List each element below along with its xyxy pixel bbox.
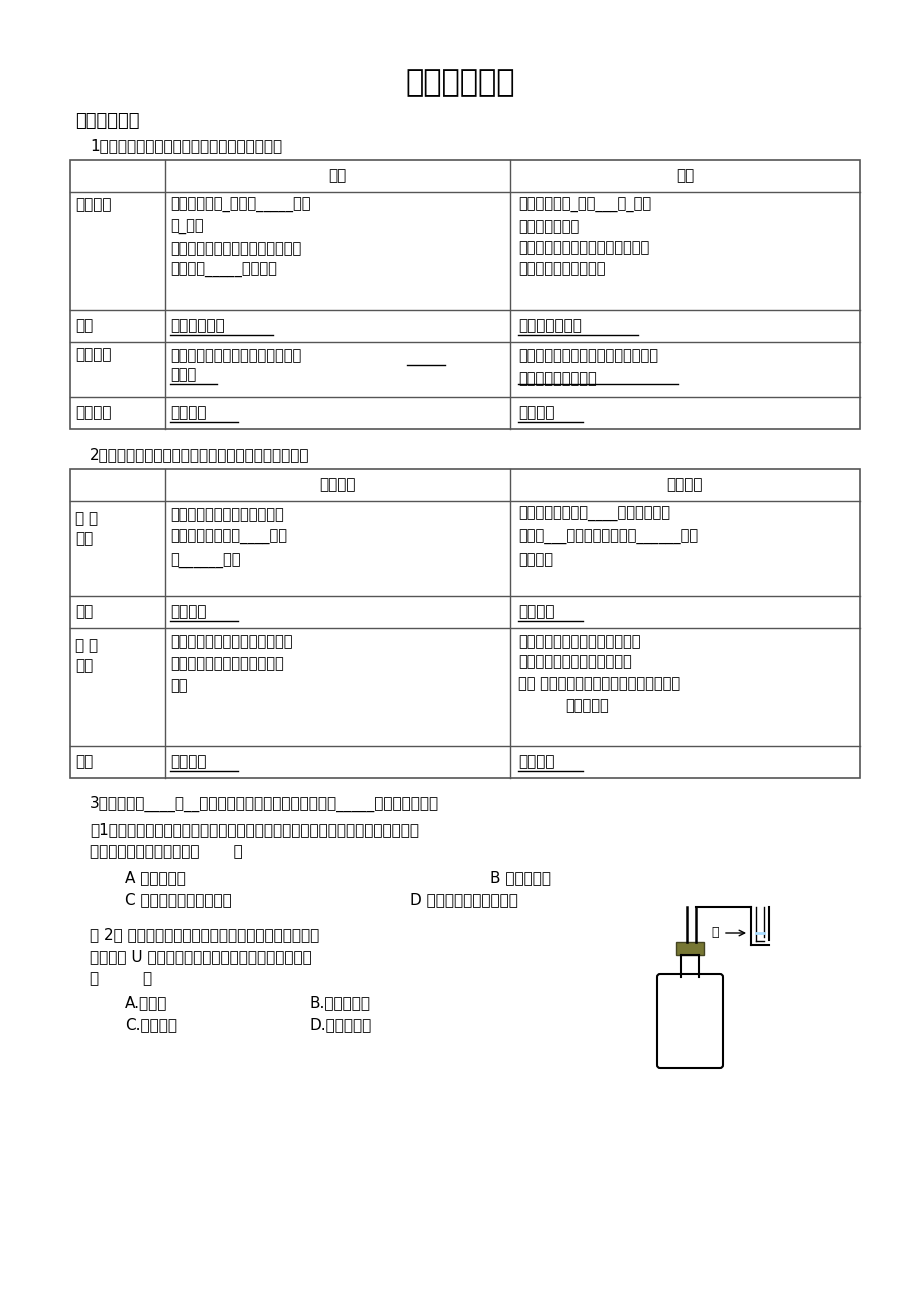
Text: 重要的化工原料，用于制肥皂、
石油、造纸、纺织、印染等工
业。: 重要的化工原料，用于制肥皂、 石油、造纸、纺织、印染等工 业。 bbox=[170, 634, 292, 694]
Text: 纯净的盐酸是_色，有_____气味
的_体。
浓盐酸易挥发出氯化氢气体，遇水
蒸气形成_____，有酸味: 纯净的盐酸是_色，有_____气味 的_体。 浓盐酸易挥发出氯化氢气体，遇水 蒸… bbox=[170, 198, 311, 279]
Text: A 质量都变小: A 质量都变小 bbox=[125, 870, 186, 885]
Text: 第五单元复习: 第五单元复习 bbox=[404, 68, 515, 98]
Text: 则两溶液的变化正确的是（       ）: 则两溶液的变化正确的是（ ） bbox=[90, 844, 243, 859]
Text: 建筑：制三和土，砌砖、抹墙。: 建筑：制三和土，砌砖、抹墙。 bbox=[517, 634, 640, 648]
Text: 工业：制氢氧化钠、漂白粉。: 工业：制氢氧化钠、漂白粉。 bbox=[517, 654, 631, 669]
Text: 密封保存: 密封保存 bbox=[517, 405, 554, 421]
Text: B.氢氧化钠固: B.氢氧化钠固 bbox=[310, 995, 370, 1010]
Text: 3、氧化钙是____色__体。溶于水，并放出大量热。可作_____剂，密封保存。: 3、氧化钙是____色__体。溶于水，并放出大量热。可作_____剂，密封保存。 bbox=[90, 796, 438, 812]
Text: 纯净的氢氧化钙是____色、粉末状的
固体，___溶于水，水溶液称______，有
腐蚀性。: 纯净的氢氧化钙是____色、粉末状的 固体，___溶于水，水溶液称______，… bbox=[517, 506, 698, 568]
Text: 主 要: 主 要 bbox=[75, 638, 98, 654]
Text: 基础知识回顾: 基础知识回顾 bbox=[75, 112, 140, 130]
Text: 例 2、 如图所示，向小试管中分别加入下列一定量的物: 例 2、 如图所示，向小试管中分别加入下列一定量的物 bbox=[90, 927, 319, 943]
Text: 水: 水 bbox=[710, 927, 719, 940]
Bar bbox=[70, 469, 859, 779]
Text: 有吸水性: 有吸水性 bbox=[170, 604, 206, 620]
Text: 主要用途: 主要用途 bbox=[75, 348, 111, 362]
Text: 保存: 保存 bbox=[75, 754, 93, 769]
Text: A.浓硫酸: A.浓硫酸 bbox=[125, 995, 167, 1010]
Text: 浓盐酸易挥发: 浓盐酸易挥发 bbox=[170, 319, 224, 333]
Text: （         ）: （ ） bbox=[90, 971, 152, 986]
Text: 1、盐酸、硫酸、的物理性质、用途及保存方法: 1、盐酸、硫酸、的物理性质、用途及保存方法 bbox=[90, 138, 282, 154]
Text: B 体积都变小: B 体积都变小 bbox=[490, 870, 550, 885]
FancyBboxPatch shape bbox=[656, 974, 722, 1068]
Text: 石硫合剂。: 石硫合剂。 bbox=[564, 698, 608, 713]
Text: 特性: 特性 bbox=[75, 319, 93, 333]
Text: 微溶于水: 微溶于水 bbox=[517, 604, 554, 620]
Text: 物理性质: 物理性质 bbox=[75, 197, 111, 212]
Text: 除锈。: 除锈。 bbox=[170, 367, 196, 381]
Text: 质，右侧 U 型管中的液面未发生明显变化，该物质是: 质，右侧 U 型管中的液面未发生明显变化，该物质是 bbox=[90, 949, 312, 963]
Bar bbox=[70, 160, 859, 428]
Text: 密封保存: 密封保存 bbox=[170, 754, 206, 769]
Text: 密封保存: 密封保存 bbox=[517, 754, 554, 769]
Text: C 溶质的质量分数都变小: C 溶质的质量分数都变小 bbox=[125, 892, 232, 907]
Text: 性质: 性质 bbox=[75, 531, 93, 546]
Text: 纯净的氢氧化钠是易潮解，有
腐蚀性，水溶液有____味，
有______感。: 纯净的氢氧化钠是易潮解，有 腐蚀性，水溶液有____味， 有______感。 bbox=[170, 506, 287, 569]
Text: 氢氧化钙: 氢氧化钙 bbox=[666, 478, 702, 492]
Text: 氢氧化钠: 氢氧化钠 bbox=[319, 478, 356, 492]
Text: 重要的化工原料，生产化肥、农药，
金属除锈，干燥剂。: 重要的化工原料，生产化肥、农药， 金属除锈，干燥剂。 bbox=[517, 348, 657, 387]
Text: 密封保存: 密封保存 bbox=[170, 405, 206, 421]
Text: 特性: 特性 bbox=[75, 604, 93, 620]
Bar bbox=[675, 943, 703, 954]
Text: 存保方法: 存保方法 bbox=[75, 405, 111, 421]
Text: D 溶质的质量分数都变大: D 溶质的质量分数都变大 bbox=[410, 892, 517, 907]
Text: 硫酸: 硫酸 bbox=[675, 168, 693, 184]
Text: 重要的化工原料，制氯化物，金属: 重要的化工原料，制氯化物，金属 bbox=[170, 348, 301, 363]
Text: 浓硫酸有吸水性: 浓硫酸有吸水性 bbox=[517, 319, 581, 333]
Text: 盐酸: 盐酸 bbox=[328, 168, 346, 184]
Text: 用途: 用途 bbox=[75, 658, 93, 673]
Text: 2、氢氧化钠、氢氧化钙的物理性质、用途及保存方法: 2、氢氧化钠、氢氧化钙的物理性质、用途及保存方法 bbox=[90, 447, 309, 462]
Text: 例1、现有浓硫酸和浓盐酸两瓶溶液，敞口放置一段时间后（假设水分未蒸发），: 例1、现有浓硫酸和浓盐酸两瓶溶液，敞口放置一段时间后（假设水分未蒸发）， bbox=[90, 822, 418, 837]
Text: 农业 改良酸性土壤，配制农药波尔多液和: 农业 改良酸性土壤，配制农药波尔多液和 bbox=[517, 676, 679, 691]
Text: 物 理: 物 理 bbox=[75, 510, 98, 526]
Text: 纯净的硫酸是_色、___、_状的
体，不易挥发。
浓硫酸有很强的腐蚀性，溶于水时
要放出大量热。吸水性: 纯净的硫酸是_色、___、_状的 体，不易挥发。 浓硫酸有很强的腐蚀性，溶于水时… bbox=[517, 198, 651, 276]
Text: D.氧化钙固体: D.氧化钙固体 bbox=[310, 1017, 372, 1032]
Text: C.食盐固体: C.食盐固体 bbox=[125, 1017, 176, 1032]
